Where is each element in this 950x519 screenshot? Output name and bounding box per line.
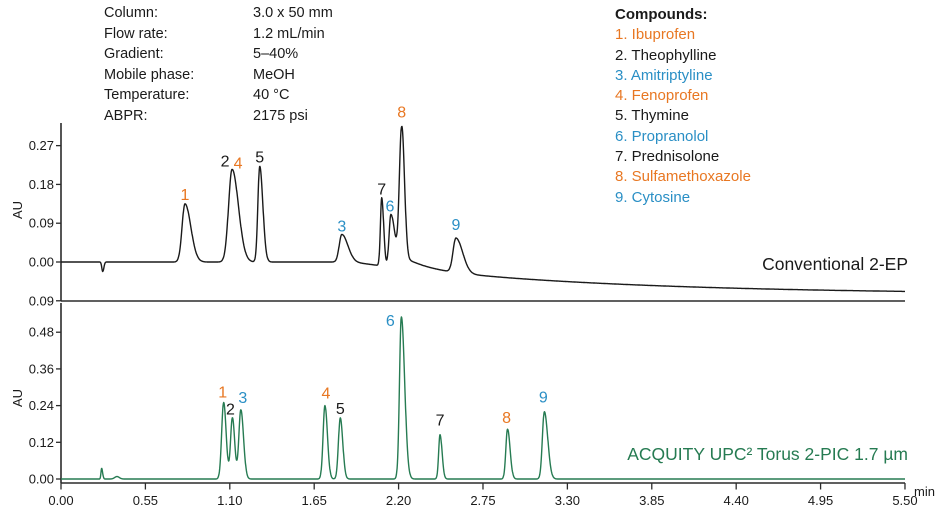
y-tick-label: 0.09	[29, 216, 54, 231]
y-tick-label: 0.00	[29, 472, 54, 487]
y-axis-label: AU	[10, 389, 25, 407]
panel-title-conventional-2ep: Conventional 2-EP	[762, 254, 908, 274]
peak-label-6-conventional-2ep: 6	[385, 198, 394, 215]
param-row: Temperature: 40 °C	[104, 85, 333, 106]
compound-item-prednisolone: 7. Prednisolone	[615, 148, 720, 166]
y-tick-label: 0.24	[29, 398, 54, 413]
peak-label-1-conventional-2ep: 1	[181, 187, 190, 204]
compound-item-ibuprofen: 1. Ibuprofen	[615, 26, 696, 44]
peak-label-4-conventional-2ep: 4	[234, 155, 243, 172]
param-row: Flow rate: 1.2 mL/min	[104, 24, 333, 45]
x-tick-label: 2.75	[470, 493, 495, 508]
compounds-title: Compounds:	[615, 6, 708, 23]
peak-label-7-conventional-2ep: 7	[377, 182, 386, 199]
x-tick-label: 4.40	[724, 493, 749, 508]
peak-label-2-acquity-upc2-torus: 2	[226, 402, 235, 419]
peak-label-9-conventional-2ep: 9	[452, 217, 461, 234]
peak-label-3-acquity-upc2-torus: 3	[238, 390, 247, 407]
param-value: 40 °C	[253, 87, 290, 104]
compound-item-thymine: 5. Thymine	[615, 107, 689, 125]
y-tick-label: 0.09	[29, 293, 54, 308]
param-value: 1.2 mL/min	[253, 25, 325, 42]
peak-label-4-acquity-upc2-torus: 4	[321, 386, 330, 403]
param-label: Flow rate:	[104, 25, 168, 42]
x-tick-label: 0.55	[133, 493, 158, 508]
y-tick-label: 0.48	[29, 325, 54, 340]
compound-item-cytosine: 9. Cytosine	[615, 188, 691, 206]
x-tick-label: 4.95	[808, 493, 833, 508]
x-tick-label: 3.30	[555, 493, 580, 508]
compound-item-sulfamethoxazole: 8. Sulfamethoxazole	[615, 168, 751, 186]
peak-label-9-acquity-upc2-torus: 9	[539, 390, 548, 407]
y-tick-label: 0.36	[29, 361, 54, 376]
peak-label-5-conventional-2ep: 5	[255, 149, 264, 166]
x-tick-label: 1.65	[302, 493, 327, 508]
peak-label-3-conventional-2ep: 3	[337, 218, 346, 235]
y-tick-label: 0.00	[29, 255, 54, 270]
y-tick-label: 0.12	[29, 435, 54, 450]
param-row: Gradient: 5–40%	[104, 44, 333, 65]
x-tick-label: 2.20	[386, 493, 411, 508]
param-label: Gradient:	[104, 46, 164, 63]
y-tick-label: 0.18	[29, 177, 54, 192]
panel-title-acquity-upc2-torus: ACQUITY UPC² Torus 2-PIC 1.7 µm	[627, 444, 908, 464]
compound-item-propranolol: 6. Propranolol	[615, 127, 709, 145]
trace-conventional-2ep	[60, 125, 906, 293]
compound-item-theophylline: 2. Theophylline	[615, 46, 717, 64]
x-tick-label: 5.50	[892, 493, 917, 508]
x-axis-unit: min	[914, 484, 935, 499]
peak-label-1-acquity-upc2-torus: 1	[218, 385, 227, 402]
peak-label-8-conventional-2ep: 8	[397, 105, 406, 122]
y-axis-label: AU	[10, 201, 25, 219]
param-row: ABPR: 2175 psi	[104, 106, 333, 127]
peak-label-2-conventional-2ep: 2	[221, 153, 230, 170]
param-row: Mobile phase: MeOH	[104, 65, 333, 86]
param-row: Column: 3.0 x 50 mm	[104, 3, 333, 24]
compound-item-fenoprofen: 4. Fenoprofen	[615, 87, 709, 105]
compound-item-amitriptyline: 3. Amitriptyline	[615, 66, 713, 84]
param-label: Column:	[104, 5, 158, 21]
x-tick-label: 3.85	[639, 493, 664, 508]
x-tick-label: 0.00	[48, 493, 73, 508]
y-tick-label: 0.27	[29, 138, 54, 153]
param-value: 2175 psi	[253, 107, 308, 124]
param-label: Temperature:	[104, 87, 190, 104]
param-value: 3.0 x 50 mm	[253, 5, 333, 21]
param-label: Mobile phase:	[104, 66, 195, 83]
x-tick-label: 1.10	[217, 493, 242, 508]
trace-acquity-upc2-torus	[60, 316, 906, 480]
peak-label-6-acquity-upc2-torus: 6	[386, 313, 395, 330]
param-value: 5–40%	[253, 46, 299, 63]
compounds-legend: Compounds: 1. Ibuprofen 2. Theophylline 3. …	[615, 5, 751, 208]
peak-label-5-acquity-upc2-torus: 5	[336, 401, 345, 418]
peak-label-7-acquity-upc2-torus: 7	[436, 413, 445, 430]
peak-label-8-acquity-upc2-torus: 8	[502, 410, 511, 427]
method-parameters: Column: 3.0 x 50 mm Flow rate: 1.2 mL/min Gr…	[104, 3, 333, 127]
param-label: ABPR:	[104, 107, 148, 124]
param-value: MeOH	[253, 66, 295, 83]
